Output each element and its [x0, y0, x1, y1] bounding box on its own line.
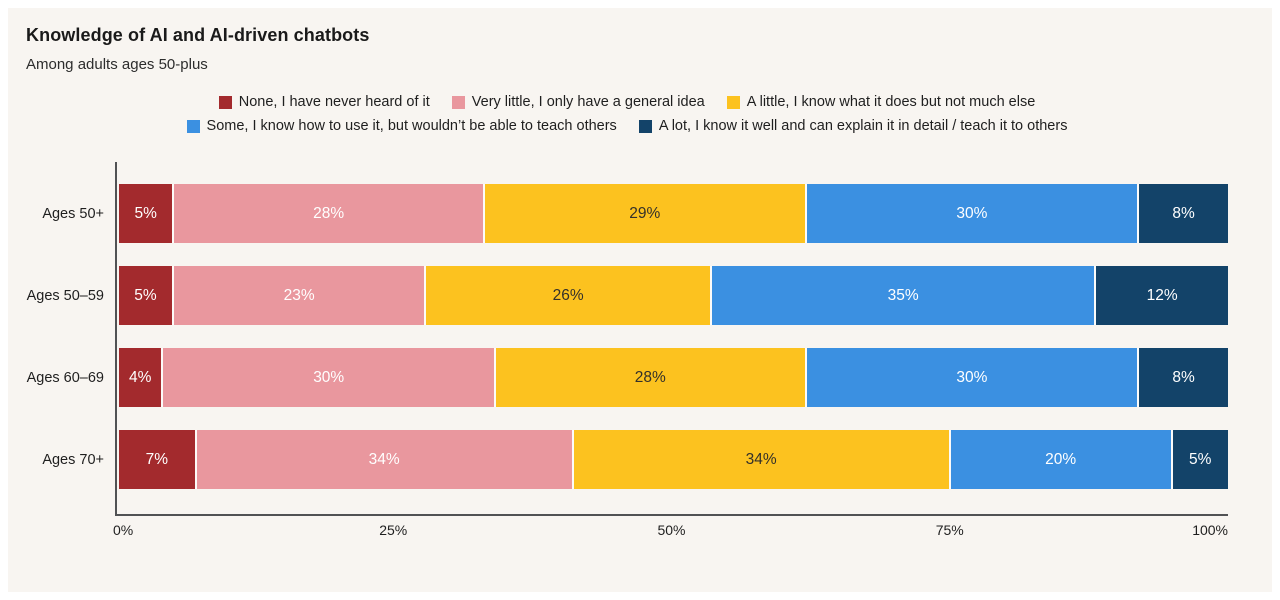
segment-value: 34%	[368, 450, 400, 468]
bar-segment: 30%	[163, 348, 497, 407]
bar-segment: 30%	[806, 348, 1140, 407]
bar-segment: 4%	[119, 348, 164, 407]
chart-row: Ages 60–69 4% 30% 28% 30% 8%	[26, 348, 1228, 407]
segment-value: 29%	[629, 204, 661, 222]
x-tick-label: 75%	[935, 522, 964, 538]
chart-row: Ages 50–59 5% 23% 26% 35% 12%	[26, 266, 1228, 325]
category-label: Ages 70+	[42, 451, 104, 468]
bar-segment: 30%	[806, 184, 1140, 243]
legend-label: Very little, I only have a general idea	[471, 94, 705, 110]
legend-item: A lot, I know it well and can explain it…	[638, 118, 1068, 134]
x-axis-ticks: 0% 25% 50% 75% 100%	[113, 522, 1228, 544]
category-label: Ages 50–59	[26, 287, 104, 304]
x-axis-line	[115, 514, 1228, 516]
bar-track: 5% 28% 29% 30% 8%	[119, 184, 1228, 243]
segment-value: 34%	[745, 450, 777, 468]
chart-row: Ages 50+ 5% 28% 29% 30% 8%	[26, 184, 1228, 243]
bar-segment: 28%	[496, 348, 807, 407]
bar-segment: 5%	[119, 184, 175, 243]
legend-swatch	[638, 119, 652, 133]
bar-segment: 20%	[950, 430, 1173, 489]
bar-segment: 12%	[1096, 266, 1228, 325]
segment-value: 30%	[956, 204, 988, 222]
legend-label: Some, I know how to use it, but wouldn’t…	[206, 118, 617, 134]
category-label: Ages 50+	[42, 205, 104, 222]
segment-value: 20%	[1045, 450, 1077, 468]
bar-segment: 34%	[196, 430, 574, 489]
chart-row: Ages 70+ 7% 34% 34% 20% 5%	[26, 430, 1228, 489]
legend-item: Very little, I only have a general idea	[451, 94, 705, 110]
bar-segment: 29%	[484, 184, 807, 243]
x-tick-label: 50%	[657, 522, 686, 538]
bar-segment: 26%	[426, 266, 712, 325]
y-axis-line	[115, 162, 117, 516]
x-tick-label: 25%	[379, 522, 408, 538]
legend-item: A little, I know what it does but not mu…	[726, 94, 1036, 110]
legend-item: None, I have never heard of it	[218, 94, 430, 110]
chart-title: Knowledge of AI and AI-driven chatbots	[26, 25, 370, 45]
bar-segment: 35%	[711, 266, 1097, 325]
bar-segment: 8%	[1139, 184, 1228, 243]
segment-value: 4%	[128, 368, 152, 386]
legend-label: A lot, I know it well and can explain it…	[658, 118, 1068, 134]
bar-track: 5% 23% 26% 35% 12%	[119, 266, 1228, 325]
category-label: Ages 60–69	[26, 369, 104, 386]
bar-track: 7% 34% 34% 20% 5%	[119, 430, 1228, 489]
segment-value: 23%	[283, 286, 315, 304]
legend-swatch	[726, 95, 740, 109]
segment-value: 30%	[956, 368, 988, 386]
segment-value: 8%	[1172, 204, 1195, 222]
legend-swatch	[218, 95, 232, 109]
legend-swatch	[186, 119, 200, 133]
bar-segment: 5%	[119, 266, 174, 325]
segment-value: 7%	[145, 450, 169, 468]
legend-item: Some, I know how to use it, but wouldn’t…	[186, 118, 617, 134]
chart-card: Knowledge of AI and AI-driven chatbots A…	[8, 8, 1272, 592]
legend-label: A little, I know what it does but not mu…	[746, 94, 1036, 110]
bar-segment: 7%	[119, 430, 197, 489]
segment-value: 5%	[1189, 450, 1212, 468]
legend-swatch	[451, 95, 465, 109]
segment-value: 35%	[887, 286, 919, 304]
legend: None, I have never heard of it Very littl…	[26, 94, 1228, 134]
bar-track: 4% 30% 28% 30% 8%	[119, 348, 1228, 407]
segment-value: 30%	[313, 368, 345, 386]
bar-segment: 23%	[173, 266, 427, 325]
bar-segment: 28%	[174, 184, 485, 243]
x-tick-label: 100%	[1192, 522, 1228, 538]
legend-label: None, I have never heard of it	[238, 94, 430, 110]
bar-segment: 5%	[1172, 430, 1228, 489]
segment-value: 8%	[1172, 368, 1195, 386]
segment-value: 12%	[1146, 286, 1178, 304]
segment-value: 5%	[134, 204, 157, 222]
plot-area: Ages 50+ 5% 28% 29% 30% 8% Ages 50–59 5% 23% 26% 3…	[26, 162, 1228, 516]
segment-value: 28%	[634, 368, 666, 386]
segment-value: 26%	[552, 286, 584, 304]
chart-subtitle: Among adults ages 50-plus	[26, 55, 208, 73]
segment-value: 28%	[313, 204, 345, 222]
legend-row: None, I have never heard of it Very littl…	[218, 94, 1036, 110]
bar-segment: 8%	[1139, 348, 1228, 407]
segment-value: 5%	[134, 286, 157, 304]
x-tick-label: 0%	[113, 522, 134, 538]
legend-row: Some, I know how to use it, but wouldn’t…	[186, 118, 1068, 134]
bar-segment: 34%	[573, 430, 951, 489]
